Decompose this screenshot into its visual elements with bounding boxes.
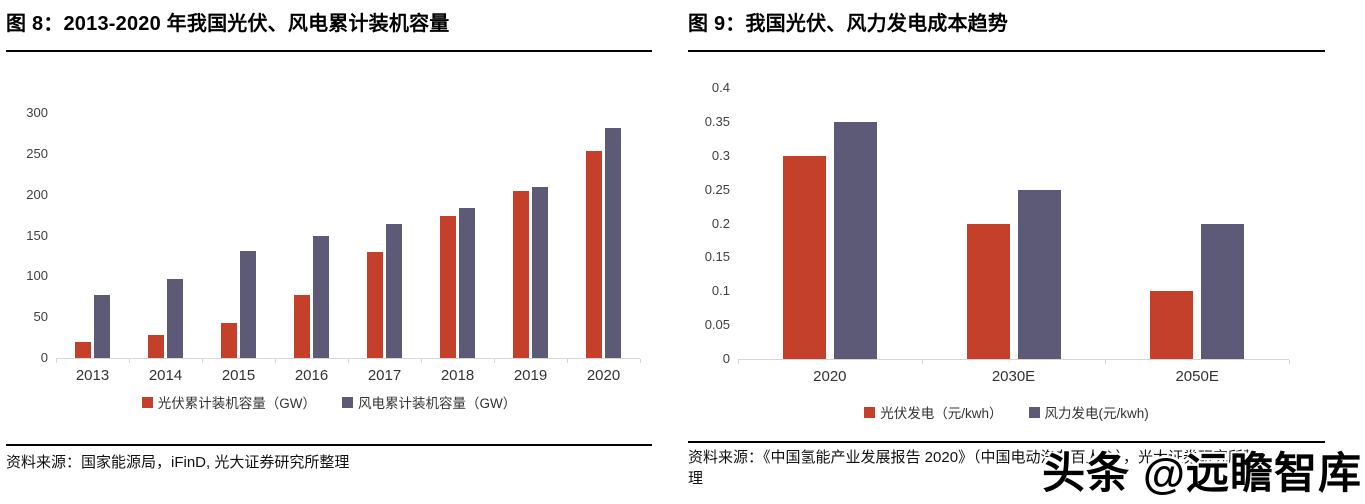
legend-swatch-icon: [342, 396, 353, 408]
axis-tick: [202, 359, 203, 363]
bar: [513, 191, 529, 358]
bar: [782, 155, 826, 359]
bar: [586, 151, 602, 358]
x-axis-line: [56, 358, 640, 359]
figure-8: 图 8：2013-2020 年我国光伏、风电累计装机容量 0 50 100 150 20…: [6, 0, 652, 504]
bar: [440, 215, 456, 358]
figure-9-source: 资料来源：《中国氢能产业发展报告 2020》（中国电动汽车百人会），光大证券研究…: [688, 449, 1259, 487]
bar: [367, 251, 383, 358]
bar: [1017, 189, 1061, 359]
figure-8-chart: 0 50 100 150 200 250 300 2013 2014 2015 2016 2017 20…: [6, 0, 652, 504]
y-axis-label: 0.15: [704, 249, 730, 265]
y-axis-label: 0: [722, 351, 730, 366]
x-axis-label: 2014: [148, 367, 183, 384]
legend-label: 光伏发电（元/kwh）: [880, 406, 1003, 421]
legend-label: 风电累计装机容量（GW）: [358, 396, 517, 411]
bar: [605, 127, 621, 358]
bar: [1201, 223, 1245, 359]
legend-item: 风电累计装机容量（GW）: [342, 392, 516, 412]
bar: [148, 335, 164, 358]
bar: [294, 295, 310, 358]
x-axis-label: 2030E: [991, 368, 1036, 385]
figure-9: 图 9：我国光伏、风力发电成本趋势 0 0.05 0.1 0.15 0.2 0.25 0.3…: [688, 0, 1325, 504]
figure-8-source-rule: [6, 444, 652, 446]
bar: [459, 207, 475, 358]
bar: [386, 224, 402, 358]
x-axis-label: 2015: [221, 367, 256, 384]
axis-tick: [921, 360, 923, 364]
legend-label: 光伏累计装机容量（GW）: [157, 396, 316, 411]
bar: [833, 121, 877, 359]
axis-tick: [275, 359, 276, 363]
axis-tick: [567, 359, 568, 363]
y-axis-label: 250: [26, 145, 48, 161]
bar: [532, 186, 548, 358]
legend-item: 风力发电(元/kwh): [1028, 402, 1149, 422]
x-axis-label: 2016: [294, 367, 329, 384]
x-axis-label: 2020: [586, 367, 621, 384]
axis-tick: [494, 359, 495, 363]
figure-8-title-rule: [6, 50, 652, 52]
y-axis-label: 100: [26, 268, 48, 284]
x-axis-line: [738, 359, 1289, 360]
axis-tick: [1289, 360, 1290, 364]
bar: [1150, 291, 1194, 359]
bar: [221, 322, 237, 358]
y-axis-label: 0.05: [704, 317, 730, 333]
figure-9-source-rule: [688, 441, 1325, 443]
y-axis-label: 50: [33, 309, 48, 325]
y-axis-label: 200: [26, 186, 48, 202]
axis-tick: [348, 359, 349, 363]
axis-tick: [1105, 360, 1107, 364]
legend-item: 光伏发电（元/kwh）: [864, 402, 1003, 422]
y-axis-label: 0.2: [711, 215, 730, 231]
x-axis-label: 2020: [813, 368, 847, 385]
figure-8-title: 图 8：2013-2020 年我国光伏、风电累计装机容量: [6, 13, 450, 35]
watermark: 头条 @远瞻智库: [1042, 450, 1362, 498]
figure-8-source: 资料来源：国家能源局，iFinD, 光大证券研究所整理: [6, 454, 350, 471]
x-axis-label: 2050E: [1175, 368, 1219, 385]
figure-9-title: 图 9：我国光伏、风力发电成本趋势: [688, 13, 1009, 35]
figure-9-legend: 光伏发电（元/kwh） 风力发电(元/kwh): [688, 402, 1325, 422]
y-axis-label: 150: [26, 227, 48, 243]
x-axis-label: 2019: [513, 367, 548, 384]
y-axis-label: 0.35: [704, 113, 730, 129]
axis-tick: [421, 359, 422, 363]
figure-9-chart: 0 0.05 0.1 0.15 0.2 0.25 0.3 0.35 0.4 2020 2030E 20…: [688, 0, 1325, 504]
figure-9-title-rule: [688, 50, 1325, 52]
y-axis-label: 0.25: [704, 181, 730, 197]
x-axis-label: 2013: [75, 367, 110, 384]
legend-item: 光伏累计装机容量（GW）: [141, 392, 316, 412]
x-axis-label: 2018: [440, 367, 475, 384]
y-axis-label: 300: [26, 105, 48, 120]
y-axis-label: 0.1: [711, 283, 730, 299]
axis-tick: [640, 359, 641, 363]
axis-tick: [129, 359, 130, 363]
legend-swatch-icon: [864, 406, 876, 418]
y-axis-label: 0.4: [711, 80, 730, 95]
axis-tick: [738, 360, 739, 364]
figure-8-legend: 光伏累计装机容量（GW） 风电累计装机容量（GW）: [6, 392, 652, 412]
y-axis-label: 0.3: [711, 147, 730, 163]
legend-label: 风力发电(元/kwh): [1044, 406, 1149, 421]
bar: [75, 342, 91, 358]
bar: [966, 223, 1010, 359]
x-axis-label: 2017: [367, 367, 402, 384]
bar: [167, 278, 183, 358]
bar: [94, 295, 110, 358]
legend-swatch-icon: [141, 396, 153, 408]
bar: [313, 236, 329, 358]
bar: [240, 251, 256, 358]
y-axis-label: 0: [40, 350, 48, 365]
legend-swatch-icon: [1028, 406, 1040, 418]
axis-tick: [56, 359, 57, 363]
